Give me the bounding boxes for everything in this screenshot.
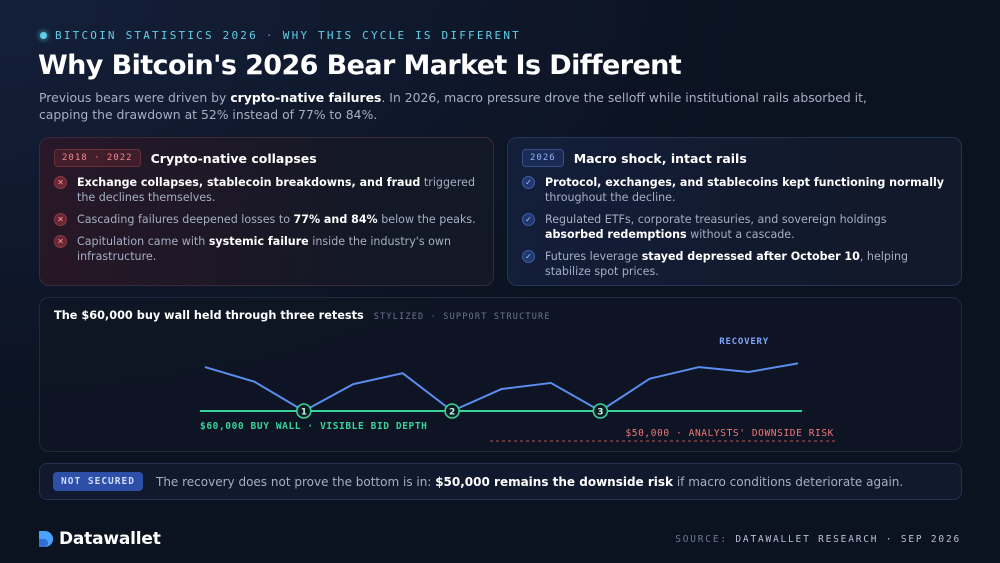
item-bold: 77% and 84% [293, 213, 378, 226]
retest-marker [444, 403, 460, 419]
x-circle-icon: ✕ [54, 213, 67, 226]
item-bold: stayed depressed after October 10 [641, 250, 860, 263]
list-item: ✕ Exchange collapses, stablecoin breakdo… [54, 175, 477, 205]
item-text: Exchange collapses, stablecoin breakdown… [77, 175, 477, 205]
retest-marker [592, 403, 609, 419]
recovery-label: RECOVERY [719, 337, 769, 347]
list-item: ✓ Regulated ETFs, corporate treasuries, … [522, 212, 945, 242]
item-lead: Regulated ETFs, corporate treasuries, an… [545, 213, 887, 226]
retest-label: 2 [449, 408, 455, 418]
retest-marker [296, 403, 312, 419]
item-lead: Cascading failures deepened losses to [77, 213, 294, 226]
status-badge: NOT SECURED [53, 472, 143, 491]
item-bold: Exchange collapses, stablecoin breakdown… [77, 176, 421, 189]
x-circle-icon: ✕ [54, 235, 67, 248]
item-rest: inside the industry's own infrastructure… [77, 235, 452, 263]
chart-header: The $60,000 buy wall held through three … [54, 309, 551, 322]
item-lead: Futures leverage [545, 250, 642, 263]
source-value: DATAWALLET RESEARCH · SEP 2026 [735, 534, 961, 545]
subtitle-part2: . In 2026, macro pressure drove the sell… [39, 90, 867, 122]
list-item: ✓ Futures leverage stayed depressed afte… [522, 249, 945, 279]
page-title: Why Bitcoin's 2026 Bear Market Is Differ… [38, 50, 682, 81]
chart-title: The $60,000 buy wall held through three … [54, 309, 364, 322]
retest-markers: 1 2 3 [296, 403, 609, 419]
source-credit: SOURCE: DATAWALLET RESEARCH · SEP 2026 [675, 534, 961, 545]
check-circle-icon: ✓ [522, 176, 535, 189]
item-bold: Protocol, exchanges, and stablecoins kep… [545, 176, 945, 189]
card-title: Crypto-native collapses [150, 150, 317, 166]
item-rest: , helping stabilize spot prices. [545, 250, 909, 278]
subtitle-bold: crypto-native failures [230, 90, 382, 105]
datawallet-logo-icon [39, 531, 53, 547]
list-item: ✕ Cascading failures deepened losses to … [54, 212, 477, 227]
item-text: Protocol, exchanges, and stablecoins kep… [545, 175, 945, 205]
eyebrow-right: WHY THIS CYCLE IS DIFFERENT [282, 29, 521, 42]
eyebrow-left: BITCOIN STATISTICS 2026 [55, 29, 258, 42]
support-chart: 1 2 3 $60,000 BUY WALL · VISIBLE BID DEPTH… [200, 337, 835, 442]
card-header: 2026 Macro shock, intact rails [522, 149, 747, 167]
year-tag: 2018 · 2022 [54, 149, 141, 167]
eyebrow: BITCOIN STATISTICS 2026 · WHY THIS CYCLE… [40, 29, 521, 42]
retest-label: 3 [597, 408, 603, 418]
check-circle-icon: ✓ [522, 213, 535, 226]
notice-banner: NOT SECURED The recovery does not prove … [39, 463, 962, 500]
item-text: Capitulation came with systemic failure … [77, 234, 477, 264]
check-circle-icon: ✓ [522, 250, 535, 263]
chart-kicker: STYLIZED · SUPPORT STRUCTURE [373, 312, 551, 322]
item-rest: throughout the decline. [545, 191, 676, 204]
eyebrow-dot-icon [40, 32, 47, 39]
card-header: 2018 · 2022 Crypto-native collapses [54, 149, 317, 167]
price-line [204, 362, 799, 412]
x-circle-icon: ✕ [54, 176, 67, 189]
item-bold: absorbed redemptions [545, 228, 687, 241]
item-text: Futures leverage stayed depressed after … [545, 249, 945, 279]
crypto-native-card: 2018 · 2022 Crypto-native collapses ✕ Ex… [39, 137, 494, 286]
list-item: ✓ Protocol, exchanges, and stablecoins k… [522, 175, 945, 205]
item-rest: without a cascade. [686, 228, 795, 241]
brand-logo[interactable]: Datawallet [38, 529, 161, 549]
subtitle-part1: Previous bears were driven by [39, 90, 231, 105]
brand-name: Datawallet [59, 529, 161, 549]
item-lead: Capitulation came with [77, 235, 209, 248]
item-rest: triggered the declines themselves. [77, 176, 476, 204]
retest-label: 1 [301, 408, 307, 418]
card-items: ✓ Protocol, exchanges, and stablecoins k… [522, 175, 945, 286]
item-text: Cascading failures deepened losses to 77… [77, 212, 476, 227]
notice-text: The recovery does not prove the bottom i… [156, 475, 903, 489]
macro-shock-card: 2026 Macro shock, intact rails ✓ Protoco… [507, 137, 962, 286]
item-bold: systemic failure [208, 235, 309, 248]
card-title: Macro shock, intact rails [573, 150, 747, 166]
page-subtitle: Previous bears were driven by crypto-nat… [39, 89, 919, 123]
list-item: ✕ Capitulation came with systemic failur… [54, 234, 477, 264]
support-chart-card: The $60,000 buy wall held through three … [39, 297, 962, 452]
notice-bold: $50,000 remains the downside risk [435, 475, 674, 489]
item-rest: below the peaks. [377, 213, 476, 226]
card-items: ✕ Exchange collapses, stablecoin breakdo… [54, 175, 477, 271]
notice-lead: The recovery does not prove the bottom i… [156, 475, 436, 489]
item-text: Regulated ETFs, corporate treasuries, an… [545, 212, 945, 242]
source-label: SOURCE: [675, 534, 728, 545]
risk-label: $50,000 · ANALYSTS' DOWNSIDE RISK [625, 428, 834, 439]
support-label: $60,000 BUY WALL · VISIBLE BID DEPTH [200, 421, 428, 432]
eyebrow-separator: · [265, 29, 275, 42]
notice-rest: if macro conditions deteriorate again. [673, 475, 904, 489]
year-tag: 2026 [522, 149, 564, 167]
